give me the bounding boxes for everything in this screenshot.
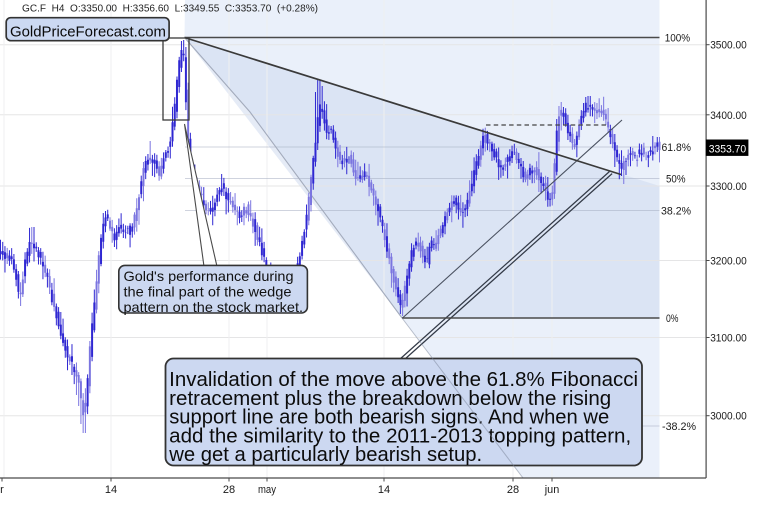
svg-text:retracement plus the breakdown: retracement plus the breakdown below the… [169, 388, 611, 410]
svg-text:Gold's performance during: Gold's performance during [124, 269, 294, 284]
svg-text:jun: jun [544, 484, 559, 496]
svg-text:GC.F H4 O:3350.00 H:3356.60: GC.F H4 O:3350.00 H:3356.60 L:3349.55 C:… [22, 3, 318, 14]
svg-text:3000.00: 3000.00 [710, 411, 747, 423]
svg-text:r: r [0, 484, 4, 496]
svg-text:14: 14 [105, 484, 117, 496]
svg-text:14: 14 [378, 484, 390, 496]
svg-text:support line are both bearish: support line are both bearish signs. And… [169, 407, 609, 429]
svg-text:the final part of the wedge: the final part of the wedge [124, 284, 292, 299]
svg-text:GoldPriceForecast.com: GoldPriceForecast.com [10, 23, 166, 40]
svg-text:50%: 50% [666, 174, 686, 186]
svg-text:3300.00: 3300.00 [710, 181, 747, 193]
svg-text:pattern on the stock market.: pattern on the stock market. [124, 300, 304, 315]
svg-text:3353.70: 3353.70 [709, 143, 747, 155]
svg-text:3500.00: 3500.00 [710, 40, 747, 52]
svg-text:-38.2%: -38.2% [662, 421, 696, 433]
svg-text:28: 28 [223, 484, 235, 496]
svg-text:add the similarity to the 2011: add the similarity to the 2011-2013 topp… [169, 425, 631, 447]
svg-text:3400.00: 3400.00 [710, 110, 747, 122]
svg-text:61.8%: 61.8% [662, 142, 692, 154]
svg-text:may: may [258, 484, 276, 496]
svg-text:0%: 0% [666, 313, 679, 325]
svg-text:100%: 100% [665, 32, 691, 44]
svg-text:we get a particularly bearish: we get a particularly bearish setup. [168, 444, 482, 466]
svg-text:28: 28 [507, 484, 519, 496]
svg-text:3200.00: 3200.00 [710, 256, 747, 268]
svg-text:38.2%: 38.2% [661, 206, 691, 218]
svg-text:Invalidation of the move above: Invalidation of the move above the 61.8%… [169, 369, 638, 391]
svg-text:3100.00: 3100.00 [710, 333, 747, 345]
